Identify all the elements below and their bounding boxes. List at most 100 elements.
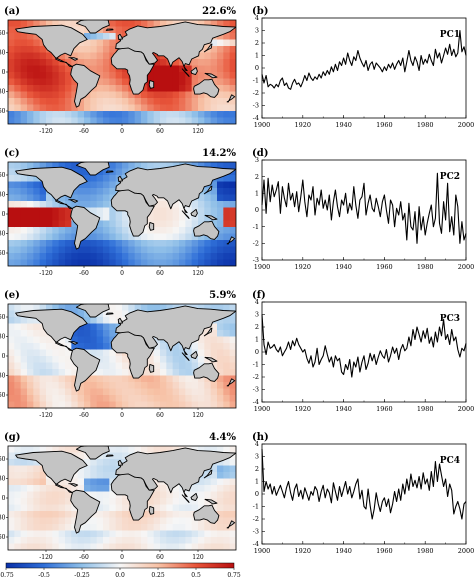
land-polygon [70,489,101,534]
map-cell [52,162,60,169]
map-cell [90,33,98,40]
map-cell [223,98,231,105]
map-cell [8,452,15,460]
map-cell [185,104,193,112]
map-cell [153,253,161,260]
map-cell [103,362,110,370]
map-cell [58,498,66,505]
map-cell [191,304,199,311]
map-cell [229,317,236,324]
colorbar-tick-label: 0.0 [115,572,125,578]
map-cell [103,220,110,228]
map-cell [229,207,236,215]
map-cell [39,362,47,370]
map-cell [65,259,72,266]
y-tick-label: 4 [255,440,259,448]
x-tick-label: 1980 [417,263,434,271]
map-cell [39,537,47,544]
map-cell [20,46,28,53]
map-cell [229,194,236,202]
map-cell [179,104,186,112]
map-cell [153,356,161,363]
map-cell [65,52,72,60]
lat-tick-label: -60 [0,108,6,115]
map-cell [198,375,205,383]
map-cell [20,401,28,408]
map-cell [141,369,148,376]
map-cell [210,59,218,66]
map-cell [46,117,53,124]
map-a [8,20,236,124]
map-cell [147,356,155,363]
map-cell [14,175,22,182]
map-cell [8,181,15,189]
land-polygon [148,221,155,231]
map-cell [223,369,231,376]
map-cell [77,52,85,60]
map-cell [58,207,66,215]
land-polygon [110,473,155,521]
map-cell [8,537,15,544]
map-cell [14,98,22,105]
land-polygon [75,304,110,318]
map-cell [223,227,231,234]
map-cell [20,537,28,544]
map-cell [115,537,123,544]
map-cell [153,504,161,512]
map-cell [166,91,174,99]
map-cell [179,246,186,254]
map-cell [223,472,231,479]
map-cell [65,491,72,499]
land-polygon [70,205,101,250]
land-polygon [110,47,155,95]
map-cell [210,343,218,350]
map-cell [20,253,28,260]
map-cell [77,485,85,492]
map-cell [84,246,91,254]
map-cell [96,478,104,486]
map-cell [71,162,79,169]
map-cell [122,375,129,383]
y-tick-label: 0 [255,64,259,72]
map-cell [33,465,41,473]
map-cell [84,111,91,118]
lat-tick-label: 0 [2,495,6,502]
map-g-title: 4.4% [209,432,236,443]
map-cell [8,214,15,221]
map-cell [179,233,186,241]
map-cell [14,91,22,99]
map-cell [39,227,47,234]
map-cell [229,304,236,311]
map-cell [46,511,53,518]
map-cell [77,530,85,538]
map-cell [109,78,117,86]
map-cell [96,504,104,512]
map-cell [8,78,15,86]
map-cell [14,504,22,512]
lat-tick-label: -30 [0,89,6,96]
map-cell [198,491,205,499]
map-axes: -120-6006012060300-30-60 [0,19,237,135]
map-cell [122,233,129,241]
x-tick-label: 1940 [335,121,352,129]
map-cell [71,233,79,241]
map-cell [217,72,224,79]
y-tick-label: -3 [253,528,259,536]
map-cell [166,246,174,254]
map-cell [103,323,110,331]
y-tick-label: -1 [253,503,259,511]
map-cell [58,214,66,221]
map-cell [160,524,167,531]
map-cell [8,524,15,531]
map-cell [84,253,91,260]
map-cell [90,401,98,408]
map-cell [33,478,41,486]
map-cell [191,59,199,66]
map-cell [147,72,155,79]
map-cell [198,214,205,221]
map-cell [153,20,161,27]
map-cell [8,52,15,60]
map-cell [160,537,167,544]
x-tick-label: 2000 [458,405,474,413]
